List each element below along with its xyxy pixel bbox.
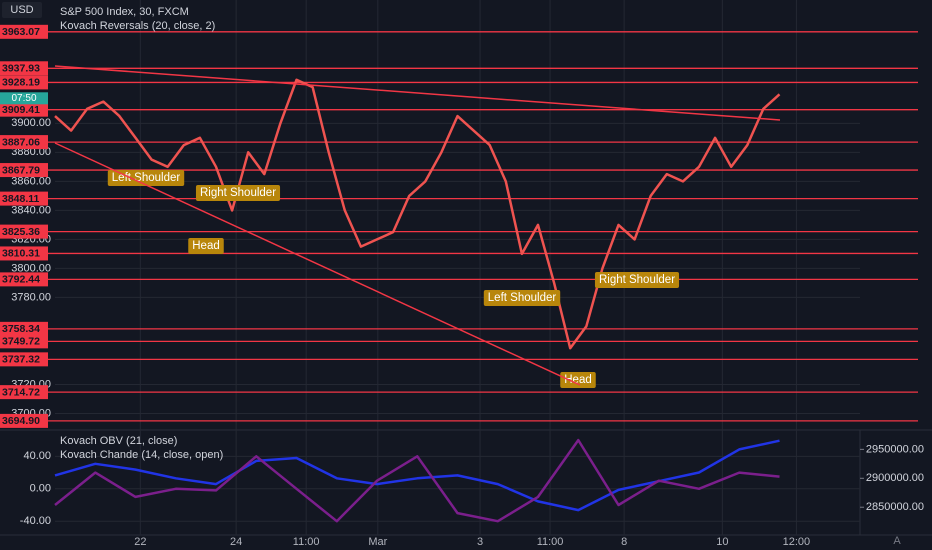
- auto-scale[interactable]: A: [893, 535, 901, 547]
- pattern-label: Left Shoulder: [112, 172, 181, 184]
- level-label: 3714.72: [2, 386, 40, 398]
- level-label-box: [0, 24, 48, 39]
- y2-tick-label: 2950000.00: [866, 443, 924, 455]
- chart-title: S&P 500 Index, 30, FXCM: [60, 6, 189, 18]
- level-label-box: [0, 246, 48, 261]
- level-label-box: [0, 385, 48, 400]
- y-tick-label: 3800.00: [11, 262, 51, 274]
- x-tick-label: 22: [134, 536, 146, 548]
- level-label: 3792.44: [2, 274, 40, 286]
- price-panel: 3700.003720.003780.003800.003820.003840.…: [0, 0, 918, 535]
- pattern-label-box: [483, 290, 561, 306]
- level-label-box: [0, 102, 48, 117]
- level-label-box: [0, 224, 48, 239]
- level-label: 3887.06: [2, 136, 40, 148]
- x-tick-label: 11:00: [293, 536, 320, 548]
- trend-line: [54, 142, 581, 386]
- level-label: 3758.34: [2, 323, 40, 335]
- level-label-box: [0, 191, 48, 206]
- indicator-panel: 40.00 0.00 -40.00 2950000.00 2900000.00 28500…: [20, 438, 924, 527]
- x-tick-label: 12:00: [783, 536, 811, 548]
- y-tick-label: 3840.00: [11, 204, 51, 216]
- level-label: 3749.72: [2, 336, 40, 348]
- level-label: 3825.36: [2, 226, 40, 238]
- pattern-label-box: [594, 272, 680, 288]
- pattern-label-box: [107, 170, 185, 186]
- pattern-label: Right Shoulder: [599, 274, 675, 286]
- legend-entry: Kovach Chande (14, close, open): [60, 449, 223, 461]
- x-tick-label: 8: [621, 536, 627, 548]
- pattern-label: Head: [192, 240, 220, 252]
- series-line: [54, 438, 780, 523]
- level-label-box: [0, 61, 48, 76]
- current-price-countdown: 07:50: [11, 93, 36, 104]
- level-label: 3937.93: [2, 63, 40, 75]
- pattern-label-box: [188, 238, 224, 254]
- trend-line: [54, 65, 781, 121]
- level-label-box: [0, 352, 48, 367]
- y-tick-label: 3780.00: [11, 291, 51, 303]
- level-label: 3810.31: [2, 248, 40, 260]
- level-label: 3963.07: [2, 26, 40, 38]
- x-tick-label: 10: [716, 536, 728, 548]
- level-label-box: [0, 321, 48, 336]
- x-tick-label: 24: [230, 536, 242, 548]
- x-tick-label: 11:00: [537, 536, 564, 548]
- level-label: 3909.41: [2, 104, 40, 116]
- currency-box[interactable]: [2, 2, 42, 18]
- level-label-box: [0, 135, 48, 150]
- current-price-box: [0, 92, 48, 105]
- pattern-label: Left Shoulder: [488, 292, 557, 304]
- level-label: 3867.79: [2, 164, 40, 176]
- x-tick-label: 3: [477, 536, 483, 548]
- y-tick-label: 0.00: [30, 483, 51, 495]
- level-label: 3848.11: [2, 193, 40, 205]
- x-tick-label: Mar: [368, 536, 387, 548]
- series-line: [54, 78, 781, 350]
- level-label-box: [0, 163, 48, 178]
- legend-entry: Kovach OBV (21, close): [60, 435, 177, 447]
- level-label-box: [0, 272, 48, 287]
- y2-tick-label: 2850000.00: [866, 501, 924, 513]
- y-tick-label: 3900.00: [11, 117, 51, 129]
- y-tick-label: 3880.00: [11, 146, 51, 158]
- currency[interactable]: USD: [10, 4, 33, 16]
- pattern-label-box: [560, 372, 596, 388]
- level-label: 3694.90: [2, 415, 40, 427]
- pattern-label: Right Shoulder: [200, 187, 276, 199]
- level-label: 3928.19: [2, 77, 40, 89]
- pattern-label-box: [195, 185, 281, 201]
- indicator-name: Kovach Reversals (20, close, 2): [60, 20, 215, 32]
- level-label-box: [0, 75, 48, 90]
- y-tick-label: 40.00: [23, 450, 51, 462]
- y-tick-label: 3860.00: [11, 175, 51, 187]
- level-label-box: [0, 413, 48, 428]
- pattern-label: Head: [564, 374, 592, 386]
- level-label-box: [0, 334, 48, 349]
- level-label: 3737.32: [2, 354, 40, 366]
- y2-tick-label: 2900000.00: [866, 472, 924, 484]
- y-tick-label: -40.00: [20, 515, 51, 527]
